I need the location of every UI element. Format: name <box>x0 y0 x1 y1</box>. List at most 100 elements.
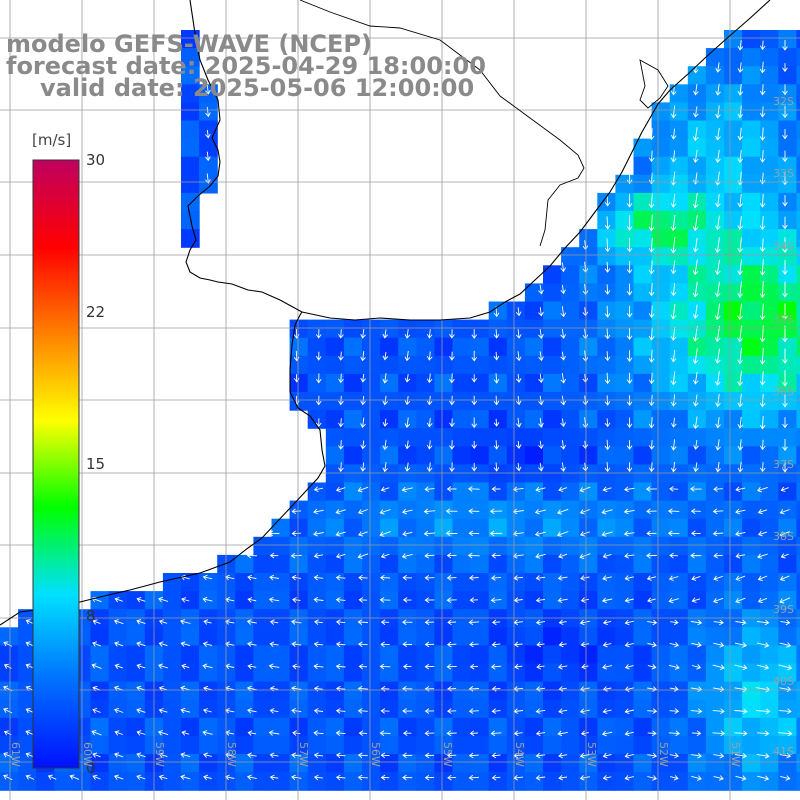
wind-arrow <box>602 774 612 781</box>
speed-cell <box>199 735 218 755</box>
speed-cell <box>760 66 779 85</box>
speed-cell <box>398 627 417 646</box>
speed-cell <box>760 30 779 49</box>
speed-cell <box>343 717 363 737</box>
lon-label: 53W <box>585 742 598 767</box>
speed-cell <box>724 627 743 646</box>
speed-cell <box>325 464 345 484</box>
speed-cell <box>796 591 800 610</box>
speed-cell <box>669 681 689 701</box>
speed-cell <box>687 84 707 103</box>
speed-cell <box>796 428 800 447</box>
speed-cell <box>271 518 291 538</box>
speed-cell <box>524 645 544 665</box>
wind-arrow <box>92 641 101 647</box>
speed-cell <box>325 319 345 339</box>
speed-cell <box>724 211 743 230</box>
wind-arrow <box>647 619 658 626</box>
speed-cell <box>651 265 671 284</box>
wind-arrow <box>158 708 168 714</box>
speed-cell <box>434 464 454 484</box>
speed-cell <box>669 355 689 375</box>
wind-arrow <box>648 462 655 473</box>
speed-cell <box>724 609 743 628</box>
speed-cell <box>488 573 508 592</box>
speed-cell <box>724 229 743 248</box>
speed-cell <box>579 645 598 665</box>
speed-cell <box>705 174 725 194</box>
speed-cell <box>289 337 309 357</box>
wind-arrow <box>757 486 768 493</box>
speed-cell <box>108 627 128 646</box>
wind-arrow <box>782 281 788 298</box>
wind-arrow <box>669 752 679 759</box>
wind-arrow <box>648 282 655 297</box>
speed-cell <box>669 102 689 122</box>
wind-arrow <box>535 619 546 626</box>
wind-arrow <box>782 303 788 321</box>
wind-arrow <box>247 707 257 714</box>
speed-cell <box>579 410 598 429</box>
speed-cell <box>796 609 800 628</box>
wind-arrow <box>759 281 766 298</box>
speed-cell <box>796 518 800 538</box>
speed-cell <box>705 48 725 67</box>
wind-arrow <box>468 686 480 692</box>
speed-cell <box>651 609 671 628</box>
speed-cell <box>416 482 435 502</box>
speed-cell <box>199 609 218 628</box>
speed-cell <box>687 591 707 610</box>
wind-arrow <box>737 127 744 141</box>
wind-arrow <box>426 462 433 472</box>
wind-arrow <box>538 462 544 472</box>
wind-arrow <box>759 149 766 163</box>
wind-arrow <box>557 508 569 515</box>
wind-arrow <box>515 351 522 362</box>
wind-arrow <box>335 752 346 759</box>
wind-arrow <box>579 775 590 781</box>
speed-cell <box>181 591 200 610</box>
speed-cell <box>307 591 327 610</box>
wind-arrow <box>493 373 500 384</box>
speed-cell <box>452 717 472 737</box>
speed-cell <box>199 699 218 719</box>
speed-cell <box>452 754 472 773</box>
speed-cell <box>561 554 580 574</box>
wind-arrow <box>626 440 633 450</box>
wind-arrow <box>246 774 257 781</box>
speed-cell <box>724 536 743 556</box>
speed-cell <box>615 337 635 357</box>
speed-cell <box>343 500 363 520</box>
speed-cell <box>579 772 598 791</box>
wind-arrow <box>713 642 725 648</box>
speed-cell <box>0 754 19 773</box>
speed-cell <box>325 482 345 502</box>
speed-cell <box>434 482 454 502</box>
wind-arrow <box>268 663 280 670</box>
speed-cell <box>470 337 490 357</box>
lagoon-outline <box>639 59 669 109</box>
speed-cell <box>705 591 725 610</box>
speed-cell <box>199 627 218 646</box>
speed-cell <box>307 482 327 502</box>
speed-cell <box>108 591 128 610</box>
speed-cell <box>778 428 797 447</box>
speed-cell <box>543 464 562 484</box>
speed-cell <box>524 699 544 719</box>
coastline-uruguay <box>301 0 771 321</box>
wind-arrow <box>360 329 366 339</box>
speed-cell <box>325 699 345 719</box>
speed-cell <box>181 174 200 194</box>
wind-arrow <box>757 508 768 515</box>
speed-cell <box>452 645 472 665</box>
speed-cell <box>633 554 653 574</box>
speed-cell <box>488 699 508 719</box>
speed-cell <box>561 573 580 592</box>
wind-arrow <box>670 214 677 232</box>
speed-cell <box>235 681 254 701</box>
colorbar-ramp <box>32 159 80 769</box>
speed-cell <box>687 772 707 791</box>
speed-cell <box>705 102 725 122</box>
wind-arrow <box>757 575 768 581</box>
speed-cell <box>615 663 635 683</box>
